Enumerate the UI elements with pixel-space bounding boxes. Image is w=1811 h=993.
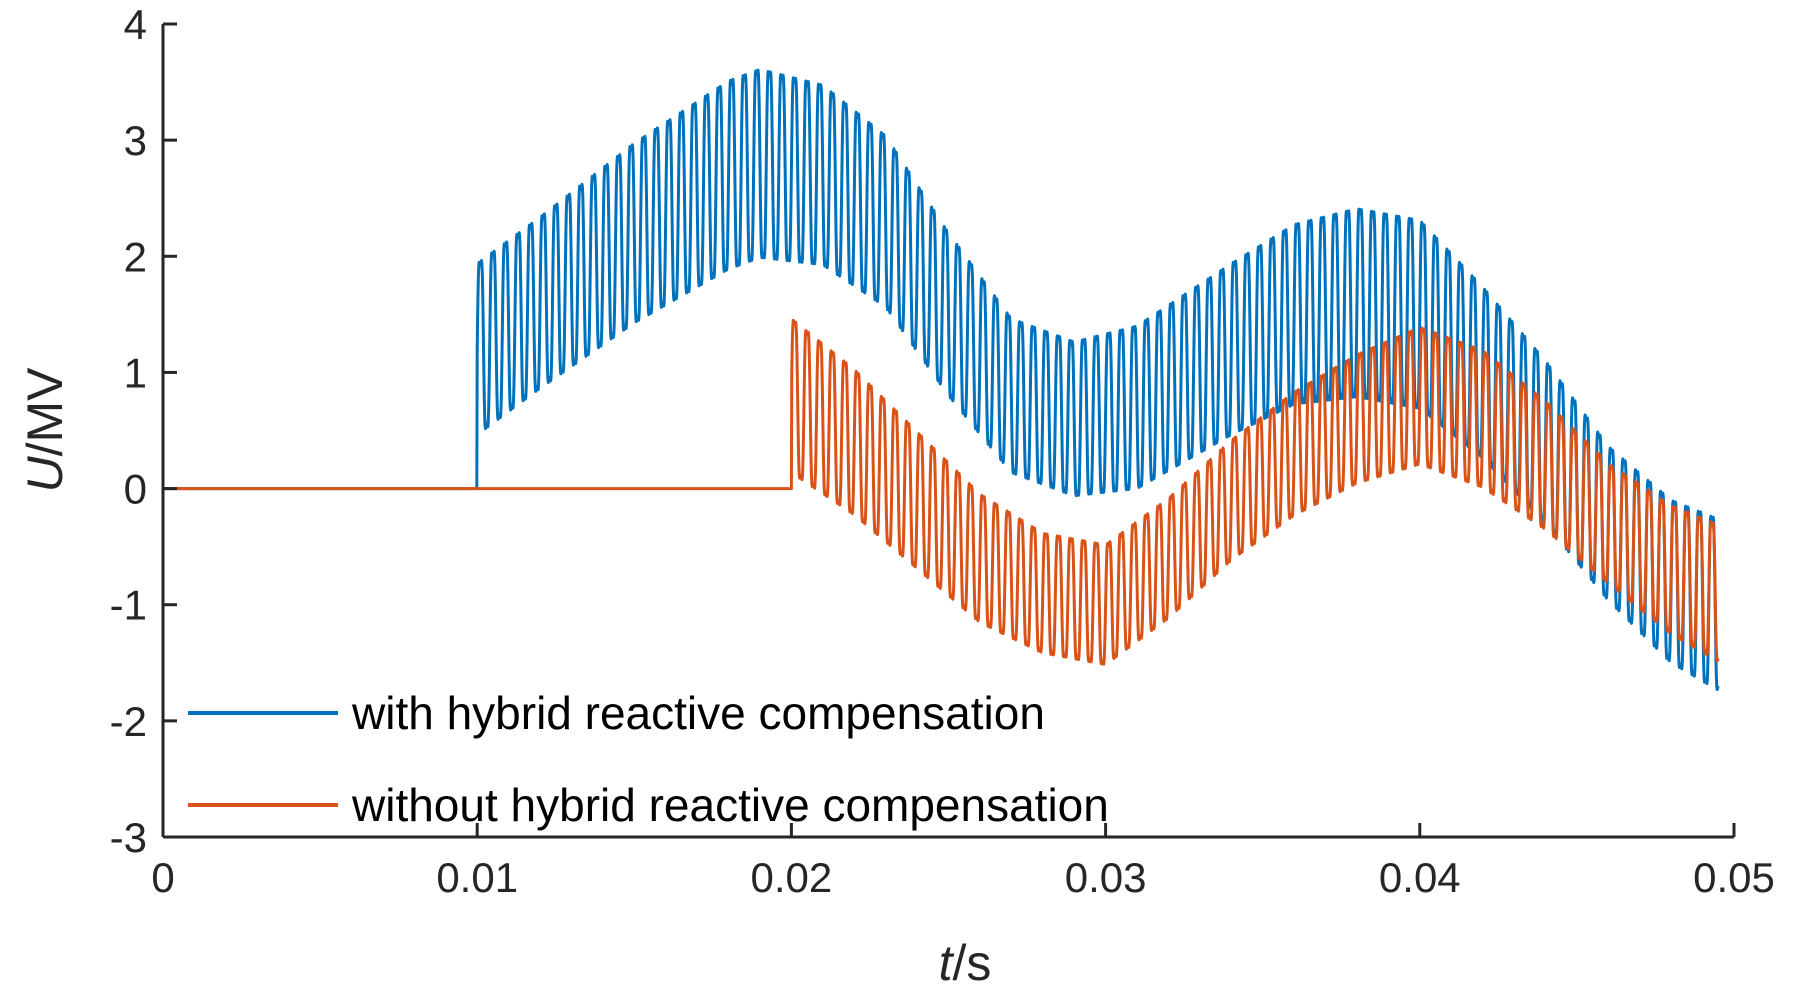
legend-label-without-compensation: without hybrid reactive compensation <box>351 779 1109 831</box>
y-tick-label: 0 <box>124 466 147 513</box>
x-tick-label: 0.03 <box>1065 854 1147 901</box>
x-tick-label: 0.02 <box>751 854 833 901</box>
y-tick-label: 3 <box>124 117 147 164</box>
y-axis-label: U/MV <box>17 367 73 493</box>
axes <box>161 24 1734 839</box>
y-axis-label-var: U <box>17 456 73 493</box>
plot-area <box>163 68 1720 692</box>
legend-label-with-compensation: with hybrid reactive compensation <box>351 687 1045 739</box>
x-axis-label: t/s <box>939 935 992 991</box>
y-tick-label: -1 <box>110 582 147 629</box>
series-line-without-compensation <box>163 318 1720 666</box>
x-axis-label-var: t <box>939 935 955 991</box>
x-tick-label: 0.04 <box>1379 854 1461 901</box>
y-axis-label-unit: /MV <box>17 367 73 457</box>
x-tick-label: 0.05 <box>1693 854 1775 901</box>
y-tick-label: 2 <box>124 233 147 280</box>
y-tick-label: -2 <box>110 698 147 745</box>
legend: with hybrid reactive compensation withou… <box>188 687 1109 831</box>
y-tick-label: 1 <box>124 349 147 396</box>
y-tick-label: -3 <box>110 814 147 861</box>
x-axis-label-unit: /s <box>953 935 992 991</box>
x-tick-label: 0.01 <box>436 854 518 901</box>
series-layer <box>163 68 1720 692</box>
x-tick-label: 0 <box>151 854 174 901</box>
ticks: 0 0.01 0.02 0.03 0.04 0.05 -3 -2 -1 0 1 2 3 4 <box>110 1 1775 901</box>
y-tick-label: 4 <box>124 1 147 48</box>
